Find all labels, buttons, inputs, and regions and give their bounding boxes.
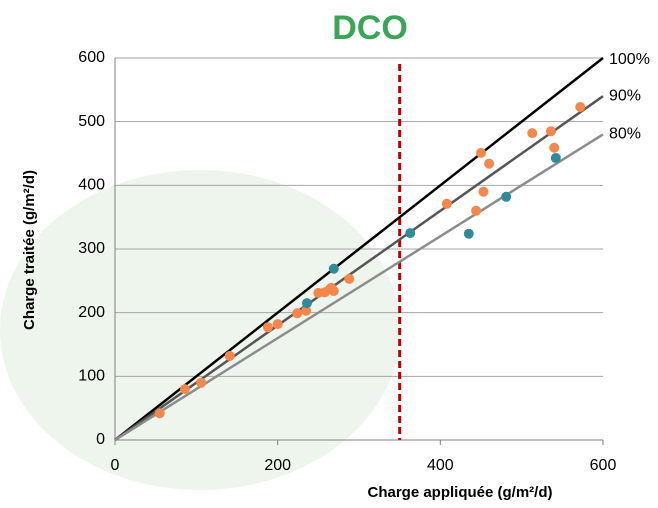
y-tick-label: 100: [78, 368, 105, 385]
point: [501, 192, 511, 202]
y-tick-label: 500: [78, 113, 105, 130]
chart-title: DCO: [332, 9, 408, 47]
point: [273, 319, 283, 329]
point: [478, 187, 488, 197]
point: [442, 199, 452, 209]
point: [302, 298, 312, 308]
point: [484, 159, 494, 169]
point: [263, 322, 273, 332]
y-tick-label: 300: [78, 240, 105, 257]
point: [551, 153, 561, 163]
point: [471, 206, 481, 216]
chart: DCO Charge appliquée (g/m²/d) Charge tra…: [0, 0, 658, 508]
background-shape: [0, 170, 400, 490]
reference-label: 80%: [609, 126, 641, 143]
point: [464, 229, 474, 239]
point: [546, 126, 556, 136]
x-tick-label: 400: [427, 457, 454, 474]
reference-label: 100%: [609, 51, 650, 68]
point: [549, 143, 559, 153]
point: [476, 148, 486, 158]
y-axis-title: Charge traitée (g/m²/d): [21, 170, 38, 330]
x-tick-label: 200: [264, 457, 291, 474]
point: [344, 274, 354, 284]
point: [329, 264, 339, 274]
point: [155, 408, 165, 418]
point: [575, 102, 585, 112]
x-axis-title: Charge appliquée (g/m²/d): [367, 484, 552, 501]
x-tick-label: 600: [590, 457, 617, 474]
point: [329, 286, 339, 296]
y-tick-label: 0: [96, 431, 105, 448]
point: [180, 384, 190, 394]
point: [527, 128, 537, 138]
x-tick-label: 0: [111, 457, 120, 474]
point: [292, 308, 302, 318]
y-tick-label: 400: [78, 177, 105, 194]
point: [225, 351, 235, 361]
point: [196, 378, 206, 388]
y-tick-label: 200: [78, 304, 105, 321]
reference-label: 90%: [609, 87, 641, 104]
point: [405, 228, 415, 238]
y-tick-label: 600: [78, 49, 105, 66]
